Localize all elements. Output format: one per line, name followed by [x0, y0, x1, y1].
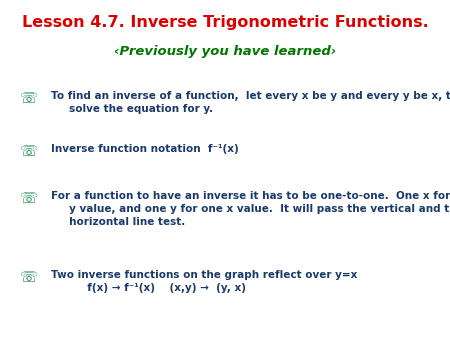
- Text: Lesson 4.7. Inverse Trigonometric Functions.: Lesson 4.7. Inverse Trigonometric Functi…: [22, 15, 428, 30]
- Text: To find an inverse of a function,  let every x be y and every y be x, then
     : To find an inverse of a function, let ev…: [51, 91, 450, 114]
- Text: Two inverse functions on the graph reflect over y=x
          f(x) → f⁻¹(x)    (: Two inverse functions on the graph refle…: [51, 270, 357, 293]
- Text: ☏: ☏: [20, 270, 38, 285]
- Text: Inverse function notation  f⁻¹(x): Inverse function notation f⁻¹(x): [51, 144, 238, 154]
- Text: For a function to have an inverse it has to be one-to-one.  One x for one
     y: For a function to have an inverse it has…: [51, 191, 450, 227]
- Text: ☏: ☏: [20, 191, 38, 206]
- Text: ‹Previously you have learned›: ‹Previously you have learned›: [114, 45, 336, 58]
- Text: ☏: ☏: [20, 144, 38, 159]
- Text: ☏: ☏: [20, 91, 38, 106]
